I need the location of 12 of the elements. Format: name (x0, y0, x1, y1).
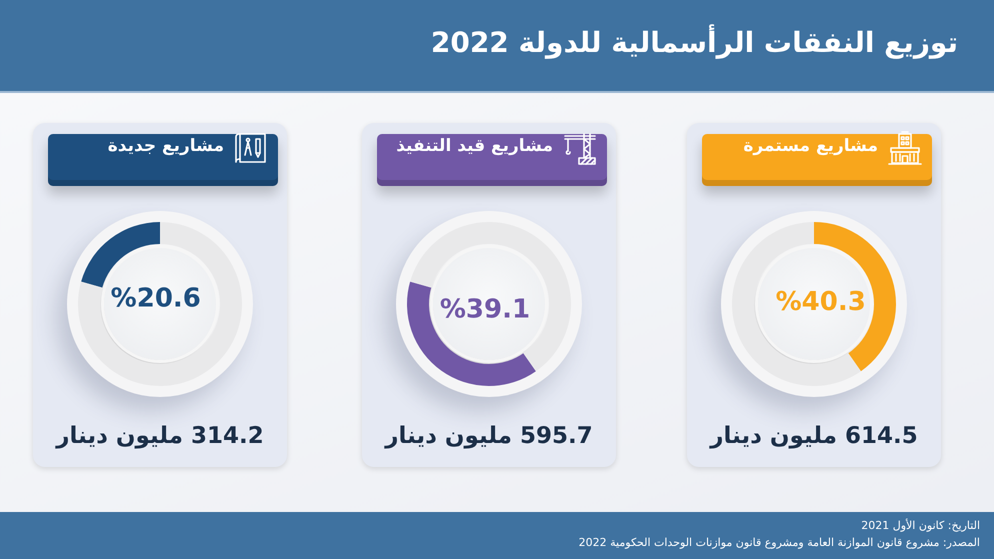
text: 314.2 مليون دينار (54, 423, 265, 449)
chart-subtitle: مشاريع مستمرة (743, 136, 878, 156)
text: 595.7 مليون دينار (383, 423, 594, 449)
text: التاريخ: كانون الأول 2021 (860, 518, 980, 534)
chart-subtitle: مشاريع قيد التنفيذ (396, 136, 553, 156)
data-label: %40.3 (776, 286, 866, 317)
chart-title: توزيع النفقات الرأسمالية للدولة 2022 (430, 26, 958, 59)
chart-subtitle: مشاريع جديدة (108, 136, 224, 156)
text: المصدر: مشروع قانون الموازنة العامة ومشروع قانون موازنات الوحدات الحكومية 2022 (578, 535, 980, 551)
text: 614.5 مليون دينار (708, 423, 919, 449)
data-label: %39.1 (440, 294, 530, 325)
data-label: %20.6 (110, 283, 201, 314)
